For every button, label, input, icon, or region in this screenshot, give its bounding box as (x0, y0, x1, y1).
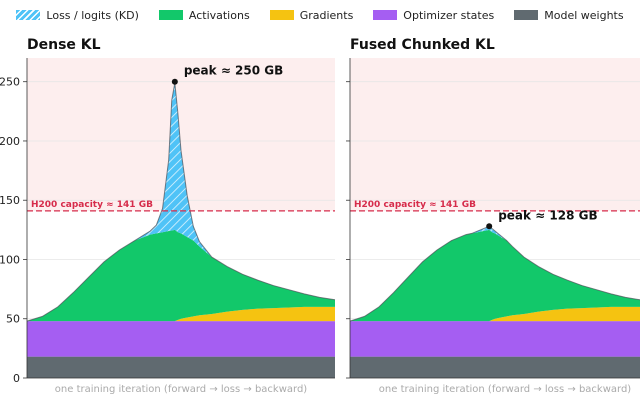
series-area-weights (27, 356, 335, 378)
peak-marker (171, 78, 178, 85)
series-area-activations (350, 229, 640, 322)
legend-label-gradients: Gradients (299, 8, 354, 22)
legend-item-loss: Loss / logits (KD) (16, 8, 139, 22)
legend-swatch-loss (16, 10, 41, 20)
legend-swatch-weights (514, 10, 539, 20)
panel-1: H200 capacity ≈ 141 GB peak ≈ 128 GB one t… (346, 58, 640, 395)
series-area-gradients (27, 306, 335, 322)
legend-item-weights: Model weights (514, 8, 624, 22)
legend-item-activations: Activations (158, 8, 250, 22)
legend-swatch-activations (158, 10, 183, 20)
legend-item-optimizer: Optimizer states (373, 9, 494, 22)
y-tick-label: 50 (6, 313, 20, 326)
series-area-loss (27, 82, 335, 322)
panel-title-fused: Fused Chunked KL (350, 37, 495, 53)
x-axis-label: one training iteration (forward → loss →… (55, 384, 308, 395)
series-area-optimizer (27, 321, 335, 357)
total-outline (26, 82, 336, 322)
capacity-label: H200 capacity ≈ 141 GB (354, 200, 476, 210)
legend-label-loss: Loss / logits (KD) (46, 8, 139, 22)
y-tick-label: 250 (0, 76, 20, 89)
series-area-weights (350, 356, 640, 378)
x-axis-label: one training iteration (forward → loss →… (379, 384, 632, 395)
peak-marker (486, 223, 493, 230)
y-tick-label: 0 (13, 372, 20, 385)
y-tick-label: 100 (0, 253, 20, 266)
y-tick-label: 200 (0, 135, 20, 148)
capacity-exceeded-zone (350, 58, 640, 211)
series-area-gradients (350, 306, 640, 322)
legend-label-activations: Activations (188, 8, 250, 22)
y-tick-label: 150 (0, 194, 20, 207)
legend-label-optimizer: Optimizer states (403, 8, 495, 22)
capacity-label: H200 capacity ≈ 141 GB (31, 200, 153, 210)
panel-0: 0 50 100 150 200 250 H200 capacity ≈ 141 GB pea… (0, 58, 336, 395)
legend-item-gradients: Gradients (269, 8, 354, 22)
legend-swatch-gradients (269, 10, 294, 20)
series-area-optimizer (350, 321, 640, 357)
peak-label: peak ≈ 250 GB (184, 64, 283, 78)
peak-label: peak ≈ 128 GB (498, 208, 597, 222)
legend-swatch-optimizer (373, 10, 398, 20)
legend: Loss / logits (KD) Activations Gradients Op… (0, 6, 640, 24)
legend-label-weights: Model weights (544, 8, 624, 22)
panel-title-dense: Dense KL (27, 37, 101, 53)
series-area-activations (27, 229, 335, 322)
